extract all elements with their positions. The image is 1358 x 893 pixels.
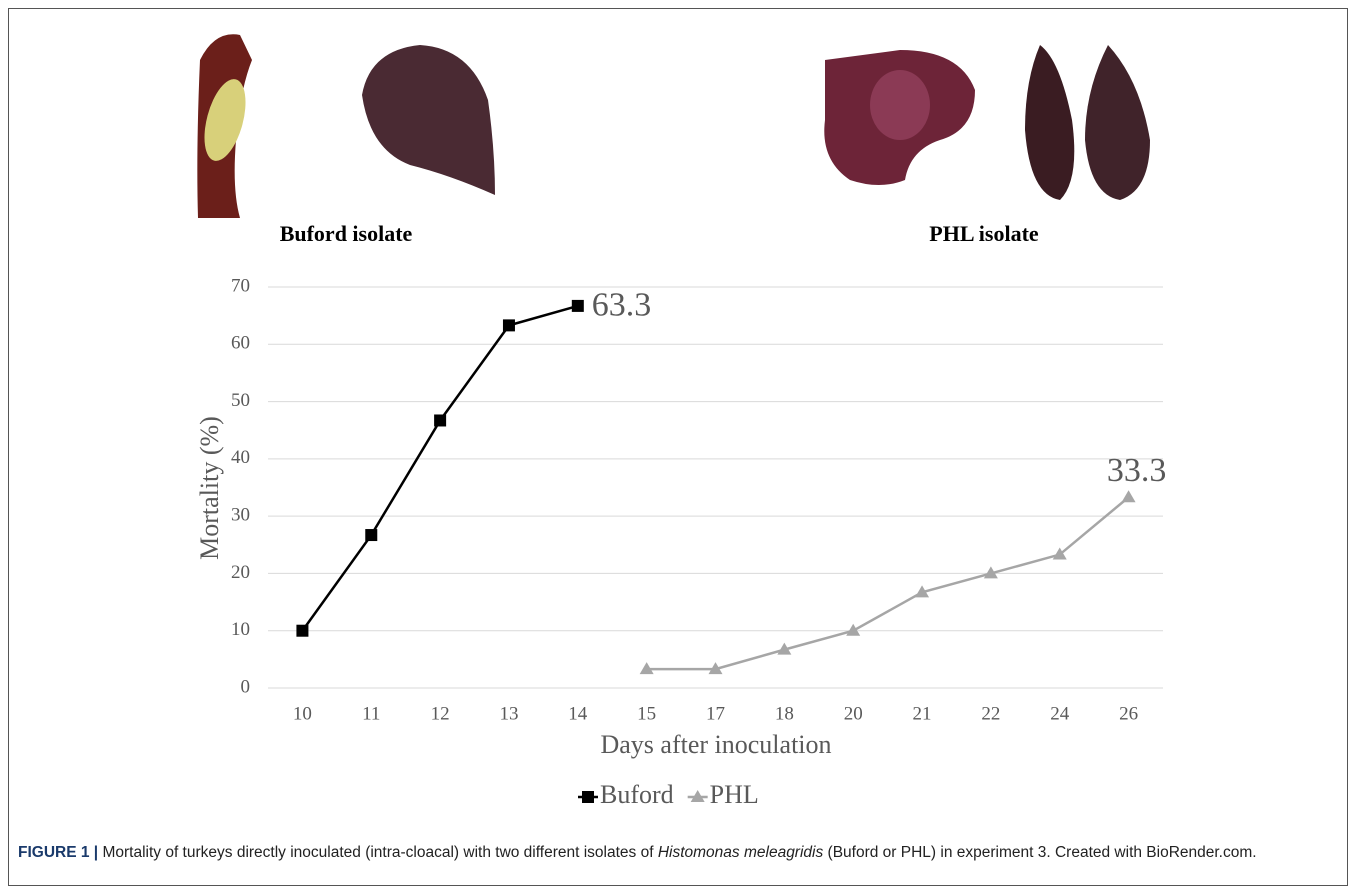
y-tick-label: 40: [231, 447, 250, 468]
data-point: [434, 414, 446, 426]
data-point: [1122, 490, 1136, 502]
data-point: [503, 319, 515, 331]
caption-text: Mortality of turkeys directly inoculated…: [102, 844, 653, 861]
annotation: 63.3: [592, 287, 652, 324]
x-tick-label: 26: [1119, 703, 1138, 724]
y-tick-label: 20: [231, 562, 250, 583]
data-point: [296, 625, 308, 637]
x-tick-label: 14: [568, 703, 588, 724]
x-tick-label: 13: [499, 703, 518, 724]
series-line: [302, 306, 577, 631]
page: Buford isolate PHL isolate Days after in…: [0, 0, 1358, 893]
y-tick-label: 60: [231, 333, 250, 354]
series-line: [647, 497, 1129, 669]
legend-label: Buford: [600, 780, 674, 809]
image-label: Buford isolate: [280, 221, 413, 246]
x-tick-label: 17: [706, 703, 725, 724]
y-axis-label: Mortality (%): [195, 416, 224, 560]
image-label: PHL isolate: [929, 221, 1039, 246]
x-tick-label: 10: [293, 703, 312, 724]
y-tick-label: 50: [231, 390, 250, 411]
caption-italic: Histomonas meleagridis: [658, 844, 823, 861]
x-tick-label: 15: [637, 703, 656, 724]
annotation: 33.3: [1107, 452, 1167, 489]
x-axis-label: Days after inoculation: [600, 730, 831, 759]
data-point: [572, 300, 584, 312]
y-tick-label: 0: [241, 676, 251, 697]
caption-label: FIGURE 1 |: [18, 844, 98, 861]
caption-text: (Buford or PHL) in experiment 3. Created…: [828, 844, 1257, 861]
x-tick-label: 21: [913, 703, 932, 724]
caption: FIGURE 1 | Mortality of turkeys directly…: [18, 842, 1338, 864]
y-tick-label: 10: [231, 619, 250, 640]
x-tick-label: 11: [362, 703, 380, 724]
legend-marker: [582, 791, 594, 803]
x-tick-label: 20: [844, 703, 863, 724]
x-tick-label: 12: [431, 703, 450, 724]
data-point: [365, 529, 377, 541]
x-tick-label: 18: [775, 703, 794, 724]
y-tick-label: 70: [231, 275, 250, 296]
chart: Buford isolate PHL isolate Days after in…: [0, 0, 1358, 835]
x-tick-label: 24: [1050, 703, 1070, 724]
photo-buford: [197, 34, 495, 218]
photo-phl: [824, 45, 1150, 200]
data-point: [846, 624, 860, 636]
y-tick-label: 30: [231, 505, 250, 526]
legend-label: PHL: [710, 780, 759, 809]
x-tick-label: 22: [981, 703, 1000, 724]
